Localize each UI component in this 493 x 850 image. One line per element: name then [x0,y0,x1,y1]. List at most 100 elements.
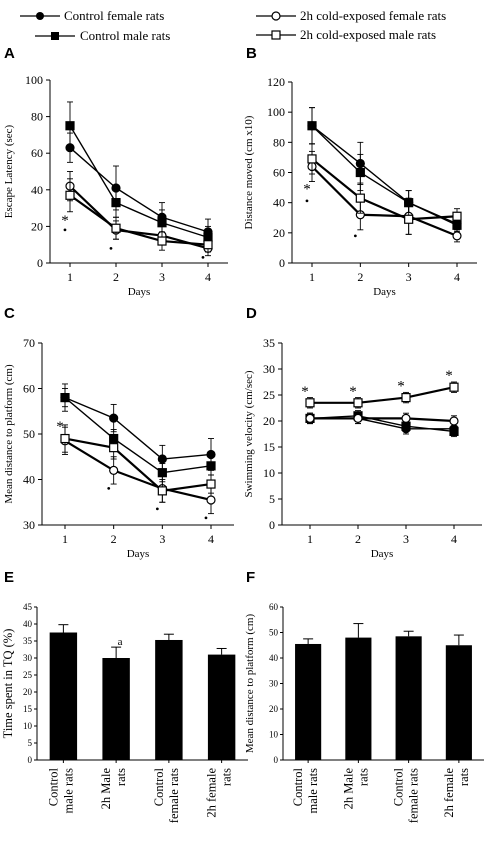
point-open-square [60,433,70,444]
panel-letter-c: C [4,305,15,322]
point-open-square [353,398,363,408]
significance-dot: • [201,251,205,265]
x-tick-label: 1 [62,532,68,546]
point-filled-circle [109,413,119,423]
series-line [69,147,209,233]
panel-a-escape-latency-chart: 0 20 40 60 80 100 1 2 3 4 Days Escape Latency (sec)… [3,73,228,298]
x-tick-label: 2 [111,532,117,546]
point-open-square [206,479,216,489]
y-tick-label: 0 [269,518,275,532]
y-tick-label: 100 [267,105,285,119]
legend-label: Control male rats [80,28,170,43]
y-tick-label: 0 [37,256,43,270]
legend-item-control-male: Control male rats [35,28,170,43]
panel-b-distance-moved-chart: 0 20 40 60 80 100 120 1 2 3 4 Days Distance moved (c… [243,75,477,298]
panel-c-mean-distance-chart: 30 40 50 60 70 1 2 3 4 Days Mean distance to platf… [3,336,234,560]
y-tick-label: 0 [274,755,279,765]
y-tick-label: 20 [23,687,33,697]
y-tick-label: 20 [263,414,275,428]
x-tick-label: 2 [355,532,361,546]
series-line [69,194,209,246]
series-filled-circle [305,412,459,435]
y-tick-label: 35 [23,636,33,646]
point-open-circle [449,416,459,426]
y-tick-label: 120 [267,75,285,89]
x-tick-label: 3 [159,270,165,284]
category-label: male rats [61,768,75,814]
series-line [64,397,212,474]
category-label: female rats [167,768,181,823]
y-tick-label: 60 [23,382,35,396]
x-tick-label: 1 [309,270,315,284]
category-label: rats [114,768,128,786]
significance-asterisk: * [445,368,453,384]
point-filled-square [307,121,317,131]
point-open-circle [206,495,216,505]
bar [395,636,422,760]
legend-item-control-female: Control female rats [20,8,164,23]
significance-asterisk: * [56,419,64,435]
significance-dot: • [353,229,357,243]
series-line [311,165,458,237]
y-axis-label: Escape Latency (sec) [3,124,15,218]
category-label: 2h female [205,768,219,818]
x-tick-label: 3 [406,270,412,284]
y-tick-label: 20 [269,704,279,714]
y-tick-label: 10 [269,730,279,740]
significance-dot: • [305,194,309,208]
y-axis-label: Distance moved (cm x10) [243,115,255,229]
point-open-square [203,240,213,250]
y-tick-label: 15 [263,440,275,454]
y-tick-label: 60 [31,146,43,160]
series-filled-square [307,107,462,234]
point-open-square [401,393,411,403]
significance-dot: • [109,241,113,255]
series-open-square [65,178,213,253]
category-label: rats [356,768,370,786]
y-tick-label: 5 [269,492,275,506]
series-filled-circle [60,383,216,474]
legend-marker-open-square [271,30,281,40]
series-line [310,417,455,423]
series-line [311,158,458,221]
point-open-square [355,193,365,203]
series-open-circle [307,150,462,243]
series-line [64,396,212,460]
point-open-square [111,223,121,233]
x-tick-label: 4 [205,270,211,284]
x-axis-label: Days [373,286,396,298]
y-tick-label: 60 [273,166,285,180]
x-tick-label: 4 [451,532,457,546]
series-line [69,185,209,250]
bar [102,658,130,760]
series-line [69,125,209,239]
y-tick-label: 50 [269,628,279,638]
bar [445,645,472,760]
point-open-square [305,398,315,408]
y-tick-label: 40 [23,619,33,629]
y-tick-label: 40 [31,183,43,197]
y-tick-label: 15 [23,704,33,714]
point-filled-square [355,167,365,178]
category-label: 2h Male [99,768,113,810]
y-tick-label: 5 [28,738,33,748]
y-tick-label: 40 [269,653,279,663]
category-label: 2h Male [341,768,355,810]
y-tick-label: 30 [263,362,275,376]
y-axis-label: Swimming velocity (cm/sec) [243,370,255,497]
y-axis-label: Time spent in TQ (%) [1,629,15,739]
y-tick-label: 20 [273,226,285,240]
point-open-square [452,211,462,221]
point-filled-square [111,198,121,208]
legend-item-cold-male: 2h cold-exposed male rats [256,27,436,42]
series-line [310,386,455,404]
point-open-circle [401,413,411,423]
x-axis-label: Days [128,286,151,298]
significance-asterisk: * [349,384,357,400]
series-line [311,125,458,226]
point-open-square [65,190,75,200]
point-open-square [157,486,167,496]
x-tick-label: 2 [113,270,119,284]
y-tick-label: 35 [263,336,275,350]
